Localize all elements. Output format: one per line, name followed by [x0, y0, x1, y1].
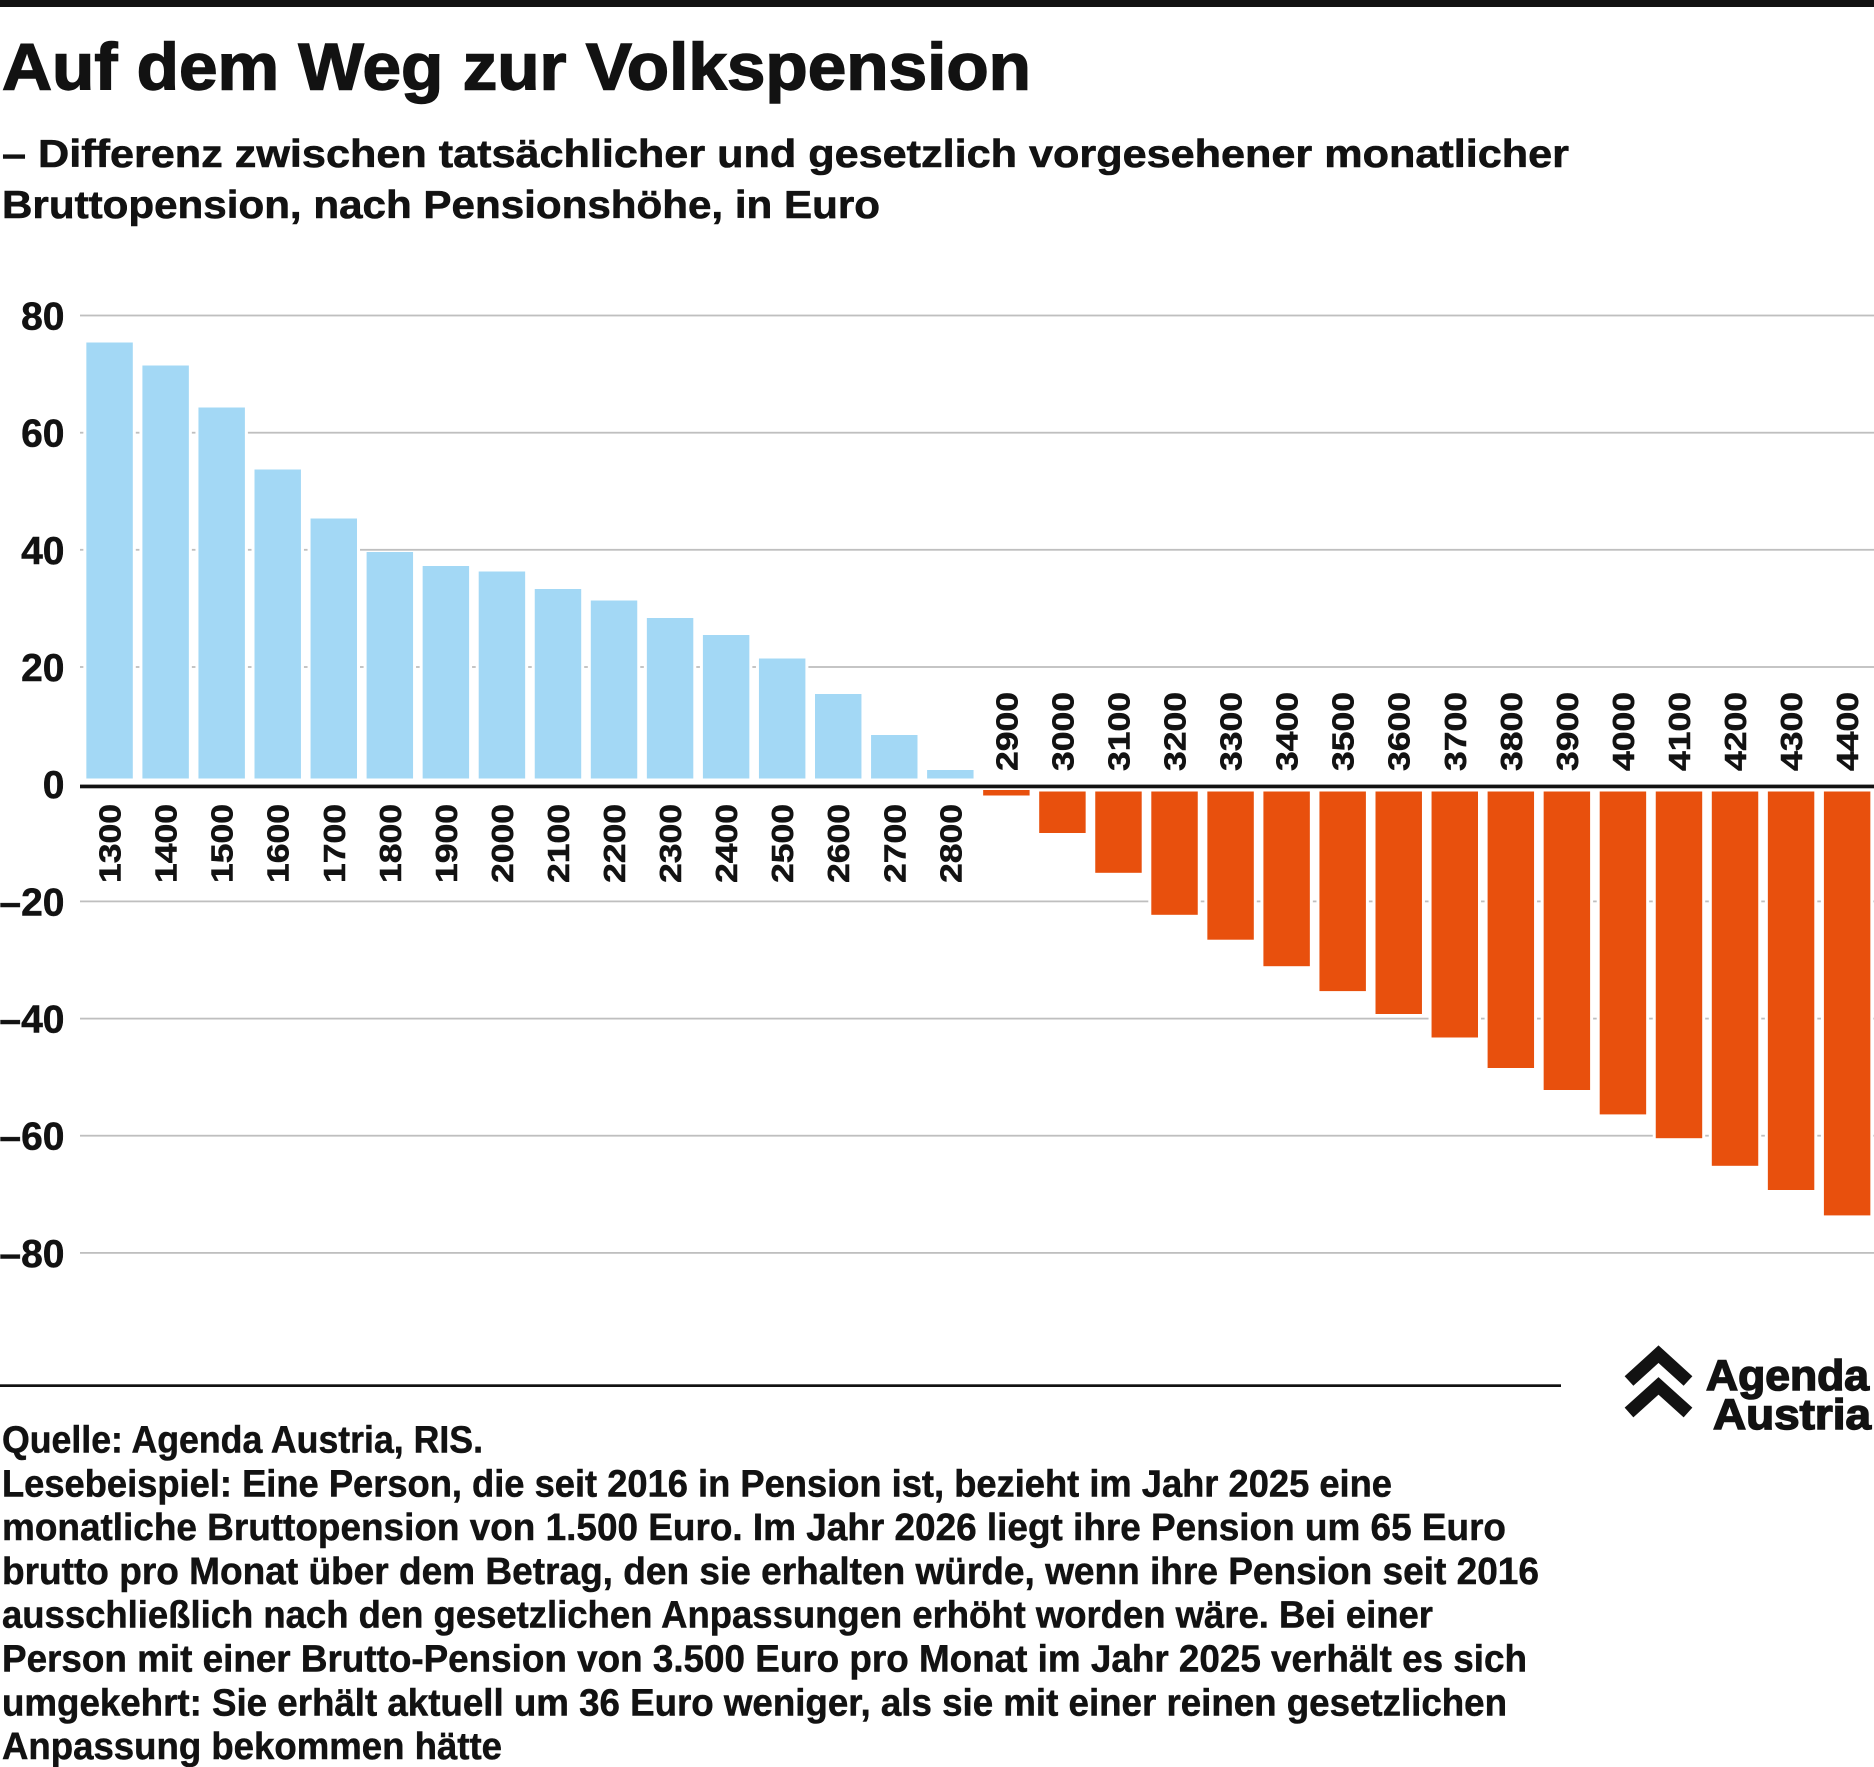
svg-text:0: 0 [43, 764, 65, 807]
svg-text:4300: 4300 [1774, 692, 1809, 771]
svg-text:3500: 3500 [1326, 692, 1361, 771]
svg-text:–20: –20 [0, 881, 65, 924]
svg-text:–80: –80 [0, 1233, 65, 1276]
svg-text:Austria: Austria [1713, 1391, 1872, 1439]
svg-text:1700: 1700 [317, 804, 352, 883]
svg-text:2700: 2700 [877, 804, 912, 883]
svg-text:Person mit einer Brutto-Pensio: Person mit einer Brutto-Pension von 3.50… [2, 1639, 1527, 1681]
svg-text:3200: 3200 [1158, 692, 1193, 771]
svg-text:ausschließlich nach den gesetz: ausschließlich nach den gesetzlichen Anp… [2, 1595, 1433, 1637]
svg-text:umgekehrt: Sie erhält aktuell: umgekehrt: Sie erhält aktuell um 36 Euro… [2, 1682, 1507, 1724]
svg-text:80: 80 [21, 296, 64, 339]
svg-text:1300: 1300 [93, 804, 128, 883]
svg-text:Agenda: Agenda [1706, 1352, 1870, 1400]
svg-text:1600: 1600 [261, 804, 296, 883]
svg-text:Bruttopension, nach Pensionshö: Bruttopension, nach Pensionshöhe, in Eur… [2, 184, 880, 227]
svg-text:2100: 2100 [541, 804, 576, 883]
svg-text:–40: –40 [0, 999, 65, 1042]
svg-text:3400: 3400 [1270, 692, 1305, 771]
svg-text:Quelle: Agenda Austria, RIS.: Quelle: Agenda Austria, RIS. [2, 1420, 483, 1462]
svg-text:3000: 3000 [1045, 692, 1080, 771]
svg-text:3100: 3100 [1102, 692, 1137, 771]
svg-text:2900: 2900 [989, 692, 1024, 771]
svg-text:3900: 3900 [1550, 692, 1585, 771]
svg-text:2300: 2300 [653, 804, 688, 883]
svg-text:2500: 2500 [765, 804, 800, 883]
svg-text:2000: 2000 [485, 804, 520, 883]
svg-text:1400: 1400 [149, 804, 184, 883]
svg-text:4200: 4200 [1718, 692, 1753, 771]
svg-text:3300: 3300 [1214, 692, 1249, 771]
svg-text:2600: 2600 [821, 804, 856, 883]
svg-text:Anpassung bekommen hätte: Anpassung bekommen hätte [2, 1726, 502, 1767]
svg-text:4000: 4000 [1606, 692, 1641, 771]
svg-text:60: 60 [21, 413, 64, 456]
svg-text:1500: 1500 [205, 804, 240, 883]
svg-text:–60: –60 [0, 1116, 65, 1159]
svg-text:brutto pro Monat über dem Betr: brutto pro Monat über dem Betrag, den si… [2, 1551, 1539, 1593]
svg-text:4100: 4100 [1662, 692, 1697, 771]
svg-text:4400: 4400 [1830, 692, 1865, 771]
svg-text:2200: 2200 [597, 804, 632, 883]
svg-text:Lesebeispiel: Eine Person, die: Lesebeispiel: Eine Person, die seit 2016… [2, 1463, 1392, 1505]
svg-text:Auf dem Weg zur Volkspension: Auf dem Weg zur Volkspension [2, 30, 1031, 104]
svg-text:1900: 1900 [429, 804, 464, 883]
svg-text:20: 20 [21, 647, 64, 690]
svg-text:2400: 2400 [709, 804, 744, 883]
svg-text:– Differenz zwischen tatsächli: – Differenz zwischen tatsächlicher und g… [2, 133, 1569, 176]
svg-text:1800: 1800 [373, 804, 408, 883]
svg-text:3800: 3800 [1494, 692, 1529, 771]
svg-text:3600: 3600 [1382, 692, 1417, 771]
svg-text:3700: 3700 [1438, 692, 1473, 771]
svg-text:2800: 2800 [933, 804, 968, 883]
svg-text:monatliche Bruttopension von 1: monatliche Bruttopension von 1.500 Euro.… [2, 1507, 1506, 1549]
svg-text:40: 40 [21, 530, 64, 573]
